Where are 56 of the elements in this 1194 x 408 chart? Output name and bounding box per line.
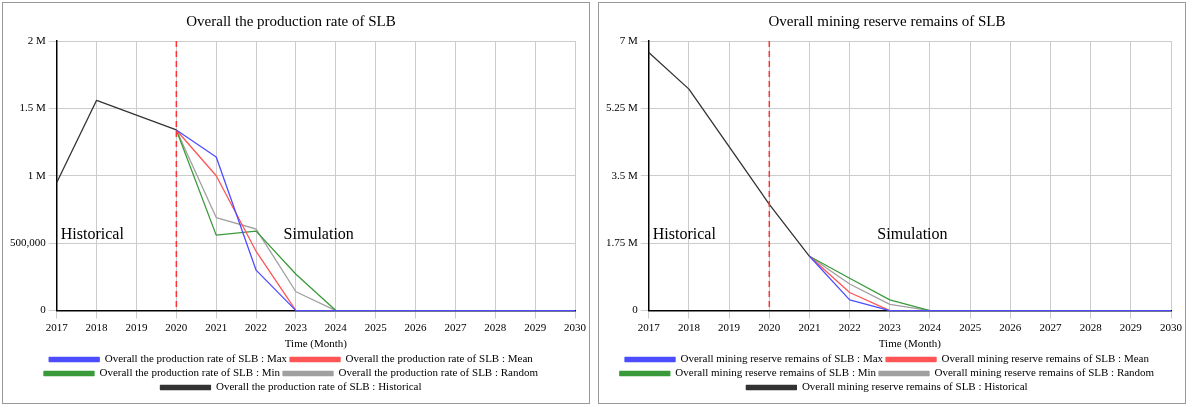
annotation: Historical xyxy=(652,225,717,243)
x-tick-label: 2018 xyxy=(677,321,701,334)
legend-label: Overall the production rate of SLB : Min xyxy=(99,366,281,379)
x-tick-label: 2022 xyxy=(245,321,268,334)
legend-label: Overall the production rate of SLB : Historical xyxy=(215,380,422,393)
legend-label: Overall the production rate of SLB : Max xyxy=(104,352,288,365)
x-tick-label: 2028 xyxy=(1079,321,1103,334)
y-tick-label: 1.75 M xyxy=(606,236,638,249)
x-tick-label: 2030 xyxy=(564,321,587,334)
x-tick-label: 2017 xyxy=(637,321,661,334)
x-tick-label: 2018 xyxy=(85,321,109,334)
x-axis-title: Time (Month) xyxy=(878,337,942,351)
legend-label: Overall mining reserve remains of SLB : Mean xyxy=(941,352,1150,365)
x-tick-label: 2017 xyxy=(45,321,69,334)
x-tick-label: 2022 xyxy=(838,321,861,334)
y-tick-label: 0 xyxy=(40,303,47,316)
x-tick-label: 2019 xyxy=(718,321,741,334)
y-tick-label: 500,000 xyxy=(10,236,47,249)
x-tick-label: 2021 xyxy=(798,321,821,334)
legend-label: Overall mining reserve remains of SLB : Random xyxy=(934,366,1155,379)
legend-label: Overall the production rate of SLB : Mean xyxy=(345,352,534,365)
x-tick-label: 2025 xyxy=(959,321,982,334)
y-tick-label: 3.5 M xyxy=(611,168,638,181)
x-tick-label: 2027 xyxy=(444,321,467,334)
x-tick-label: 2020 xyxy=(758,321,781,334)
x-tick-label: 2026 xyxy=(999,321,1022,334)
chart-title: Overall mining reserve remains of SLB xyxy=(768,12,1006,29)
legend-label: Overall the production rate of SLB : Random xyxy=(338,366,539,379)
y-tick-label: 7 M xyxy=(619,33,638,46)
x-tick-label: 2029 xyxy=(1119,321,1143,334)
y-tick-label: 5.25 M xyxy=(606,101,638,114)
annotation: Simulation xyxy=(283,225,354,243)
annotation: Simulation xyxy=(877,225,948,243)
legend-label: Overall mining reserve remains of SLB : Historical xyxy=(801,380,1028,393)
annotation: Historical xyxy=(60,225,125,243)
x-tick-label: 2025 xyxy=(364,321,388,334)
x-tick-label: 2024 xyxy=(324,321,348,334)
x-tick-label: 2029 xyxy=(524,321,547,334)
x-tick-label: 2028 xyxy=(484,321,507,334)
x-tick-label: 2021 xyxy=(205,321,228,334)
x-tick-label: 2023 xyxy=(878,321,902,334)
y-tick-label: 1.5 M xyxy=(19,101,46,114)
legend-label: Overall mining reserve remains of SLB : Max xyxy=(680,352,884,365)
y-tick-label: 1 M xyxy=(27,168,46,181)
chart-title: Overall the production rate of SLB xyxy=(186,12,396,29)
x-tick-label: 2020 xyxy=(165,321,188,334)
x-tick-label: 2026 xyxy=(404,321,428,334)
y-tick-label: 0 xyxy=(632,303,639,316)
x-tick-label: 2023 xyxy=(284,321,308,334)
x-tick-label: 2030 xyxy=(1160,321,1183,334)
x-tick-label: 2024 xyxy=(918,321,942,334)
x-tick-label: 2019 xyxy=(125,321,148,334)
x-axis-title: Time (Month) xyxy=(284,337,348,351)
x-tick-label: 2027 xyxy=(1039,321,1062,334)
y-tick-label: 2 M xyxy=(27,33,46,46)
legend-label: Overall mining reserve remains of SLB : Min xyxy=(675,366,877,379)
